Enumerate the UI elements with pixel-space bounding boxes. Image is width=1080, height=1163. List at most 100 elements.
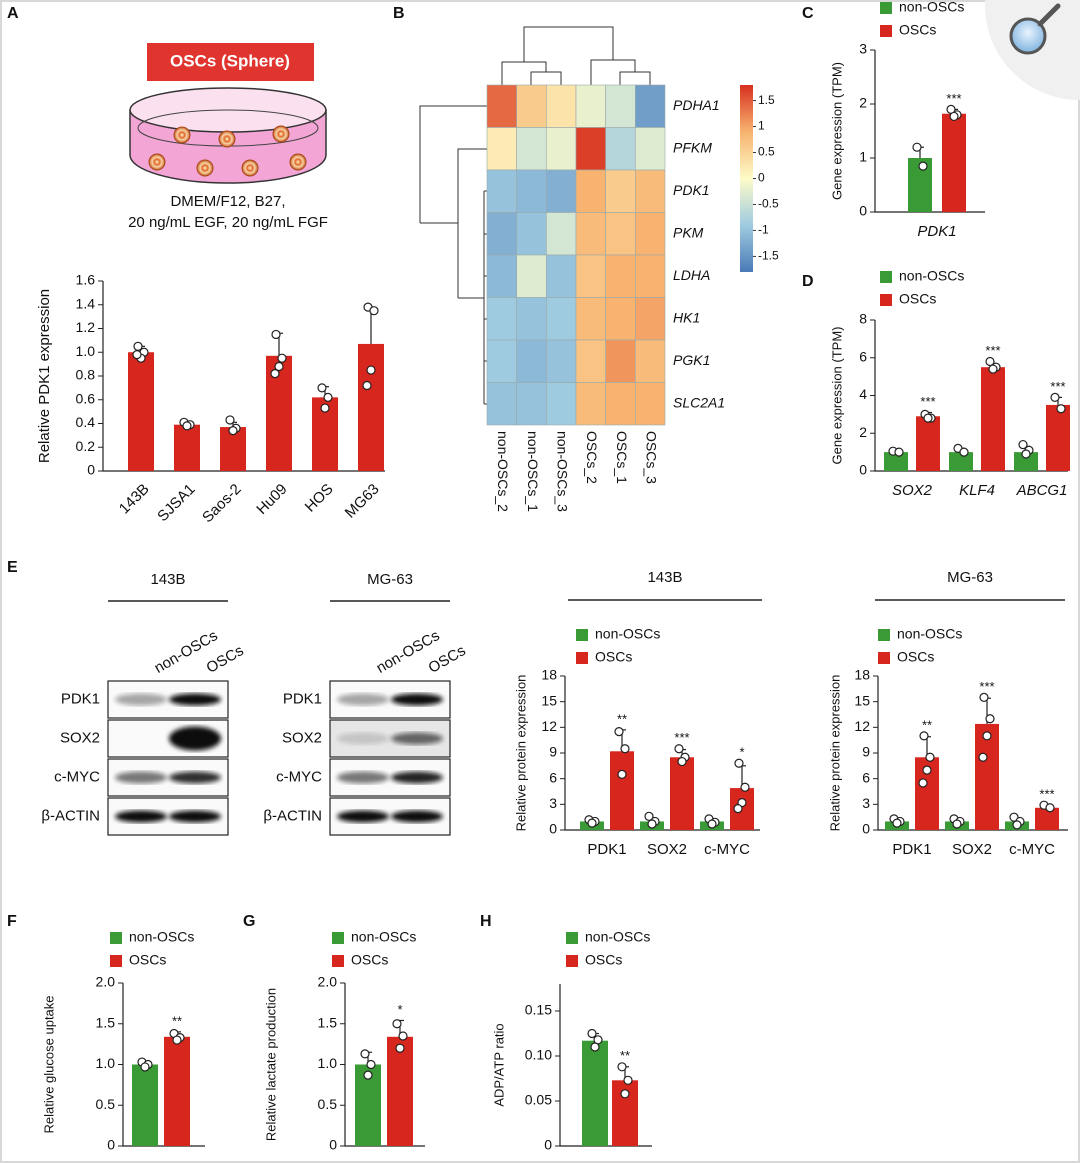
data-point — [952, 819, 962, 829]
data-point — [392, 1019, 402, 1029]
blot-band — [115, 771, 167, 784]
colorbar-label: -0.5 — [758, 197, 779, 211]
blot-band — [391, 771, 443, 784]
column-label: non-OSCs_1 — [525, 431, 541, 512]
y-tick-label: 8 — [859, 311, 867, 327]
chart-title: MG-63 — [947, 569, 993, 586]
heatmap-cell — [516, 297, 547, 341]
blot-band — [115, 810, 167, 823]
data-point — [988, 364, 998, 374]
y-tick-label: 1.5 — [318, 1014, 338, 1030]
y-tick-label: 6 — [549, 769, 557, 785]
y-tick-label: 0.15 — [525, 1002, 552, 1018]
bar — [582, 1040, 608, 1146]
colorbar-label: 0 — [758, 171, 765, 185]
y-axis-label: Relative PDK1 expression — [36, 289, 53, 463]
data-point — [140, 1062, 150, 1072]
y-axis-label: Gene expression (TPM) — [829, 62, 844, 200]
data-point — [366, 1059, 376, 1070]
bar — [916, 416, 940, 471]
zoom-button[interactable] — [984, 0, 1080, 101]
sphere-cell — [173, 126, 191, 144]
blot-row-label: SOX2 — [282, 729, 322, 746]
bar — [981, 367, 1005, 471]
y-tick-label: 0 — [107, 1137, 115, 1153]
bar — [949, 452, 973, 471]
bar — [884, 452, 908, 471]
x-tick-label: SOX2 — [952, 841, 992, 858]
y-tick-label: 0.4 — [76, 414, 96, 430]
heatmap-cell — [516, 254, 547, 298]
heatmap-cell — [605, 212, 636, 256]
y-tick-label: 0 — [862, 821, 870, 837]
bar — [132, 1064, 158, 1146]
data-point — [623, 1075, 633, 1085]
column-dendrogram — [501, 26, 651, 85]
data-point — [1009, 812, 1019, 822]
data-point — [360, 1049, 370, 1059]
blot-row-label: c-MYC — [54, 768, 100, 785]
heatmap-cell — [516, 382, 547, 426]
blot-title: MG-63 — [367, 571, 413, 588]
legend-swatch — [880, 294, 892, 306]
data-point — [620, 744, 630, 754]
heatmap-cell — [546, 169, 577, 213]
y-tick-label: 1.2 — [76, 319, 96, 335]
row-label: SLC2A1 — [673, 394, 725, 410]
data-point — [587, 818, 597, 828]
data-point — [277, 353, 287, 363]
legend-swatch — [110, 955, 122, 967]
bar — [174, 424, 200, 471]
legend-swatch — [332, 932, 344, 944]
significance: *** — [985, 343, 1000, 358]
blot-band — [169, 693, 221, 706]
legend-label: OSCs — [129, 952, 166, 968]
legend-swatch — [576, 652, 588, 664]
legend-label: non-OSCs — [351, 929, 416, 945]
y-tick-label: 6 — [862, 769, 870, 785]
blot-row-label: c-MYC — [276, 768, 322, 785]
x-tick-label: SOX2 — [647, 841, 687, 858]
heatmap-cell — [546, 297, 577, 341]
y-tick-label: 1 — [859, 149, 867, 165]
significance: ** — [617, 711, 627, 726]
data-point — [733, 804, 743, 814]
blot-row-label: PDK1 — [61, 690, 100, 707]
heatmap-cell — [486, 339, 517, 383]
heatmap-cell — [486, 84, 517, 128]
row-label: PFKM — [673, 139, 712, 155]
y-tick-label: 12 — [541, 718, 557, 734]
bar — [164, 1036, 190, 1146]
heatmap-cell — [486, 212, 517, 256]
data-point — [894, 447, 904, 457]
legend-swatch — [566, 932, 578, 944]
blot-band — [391, 732, 443, 745]
data-point — [949, 111, 959, 122]
bar — [1014, 452, 1038, 471]
data-point — [918, 778, 928, 788]
data-point — [644, 811, 654, 821]
blot-band — [169, 771, 221, 784]
significance: *** — [1050, 379, 1065, 394]
zoom-lens — [1009, 17, 1047, 55]
y-tick-label: 3 — [862, 795, 870, 811]
y-tick-label: 1.6 — [76, 272, 96, 288]
data-point — [912, 142, 922, 152]
x-tick-label: PDK1 — [917, 223, 956, 240]
heatmap-cell — [486, 382, 517, 426]
blot-title: 143B — [150, 571, 185, 588]
y-tick-label: 2.0 — [318, 974, 338, 990]
sphere-cell — [241, 159, 259, 177]
heatmap-cell — [546, 254, 577, 298]
data-point — [617, 1062, 627, 1072]
blot-band — [169, 810, 221, 823]
blot-row-label: β-ACTIN — [41, 807, 100, 824]
heatmap-cell — [605, 84, 636, 128]
data-point — [363, 1070, 373, 1080]
sphere-diagram: OSCs (Sphere) DMEM/F12, B27, 20 ng/mL EG… — [128, 43, 328, 231]
medium-text: 20 ng/mL EGF, 20 ng/mL FGF — [128, 214, 328, 231]
significance: ** — [922, 717, 932, 732]
legend-swatch — [880, 2, 892, 14]
y-axis-label: Gene expression (TPM) — [829, 327, 844, 465]
significance: *** — [1039, 787, 1054, 802]
